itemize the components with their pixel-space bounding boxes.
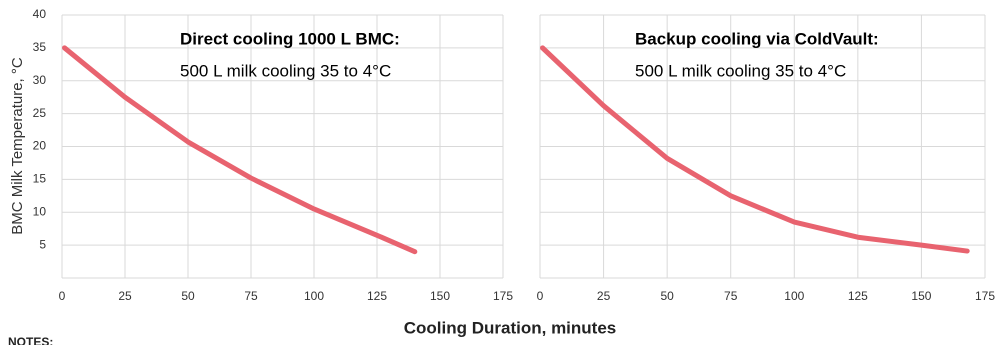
chart-subtitle: 500 L milk cooling 35 to 4°C — [180, 61, 391, 80]
line — [62, 45, 418, 255]
x-tick-label: 150 — [430, 289, 450, 303]
y-tick-label: 30 — [33, 73, 47, 87]
y-tick-label: 40 — [33, 7, 47, 21]
notes-title: NOTES: — [8, 335, 53, 345]
y-tick-label: 10 — [33, 204, 47, 218]
x-tick-label: 25 — [118, 289, 132, 303]
x-tick-label: 150 — [911, 289, 931, 303]
x-tick-label: 125 — [367, 289, 387, 303]
x-tick-label: 50 — [181, 289, 195, 303]
x-axis-label: Cooling Duration, minutes — [404, 318, 617, 337]
x-tick-label: 100 — [784, 289, 804, 303]
x-tick-label: 0 — [537, 289, 544, 303]
chart-title: Direct cooling 1000 L BMC: — [180, 29, 400, 48]
y-tick-label: 20 — [33, 139, 47, 153]
x-tick-label: 100 — [304, 289, 324, 303]
y-tick-label: 5 — [39, 237, 46, 251]
y-tick-label: 25 — [33, 106, 47, 120]
chart-subtitle: 500 L milk cooling 35 to 4°C — [635, 61, 846, 80]
x-tick-label: 125 — [848, 289, 868, 303]
line — [540, 45, 970, 254]
x-tick-label: 25 — [597, 289, 611, 303]
x-tick-label: 0 — [59, 289, 66, 303]
x-tick-label: 175 — [493, 289, 513, 303]
x-tick-label: 75 — [244, 289, 258, 303]
chart-title: Backup cooling via ColdVault: — [635, 29, 879, 48]
x-tick-label: 175 — [975, 289, 995, 303]
y-tick-label: 15 — [33, 172, 47, 186]
x-tick-label: 75 — [724, 289, 738, 303]
y-axis-label: BMC Milk Temperature, °C — [9, 57, 26, 235]
x-tick-label: 50 — [660, 289, 674, 303]
y-tick-label: 35 — [33, 40, 47, 54]
